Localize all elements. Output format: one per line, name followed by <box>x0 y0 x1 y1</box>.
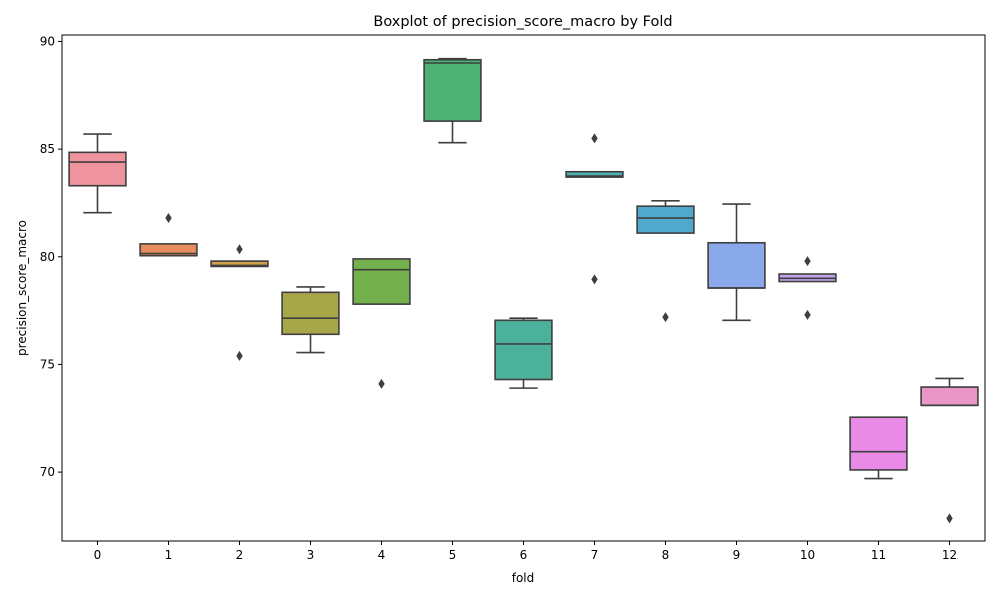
y-tick-label: 85 <box>40 142 55 156</box>
x-tick-label: 5 <box>449 548 457 562</box>
outlier-point <box>236 244 243 255</box>
box-fold-9 <box>707 203 766 322</box>
y-tick-label: 75 <box>40 357 55 371</box>
box-iqr <box>920 386 979 407</box>
box-fold-0 <box>68 133 127 214</box>
chart-title: Boxplot of precision_score_macro by Fold <box>373 14 672 30</box>
box-fold-7 <box>565 133 624 285</box>
x-tick-label: 8 <box>662 548 670 562</box>
box-fold-6 <box>494 317 553 389</box>
x-tick-label: 11 <box>871 548 886 562</box>
box-fold-4 <box>352 258 411 389</box>
box-iqr <box>849 416 908 471</box>
x-tick-label: 3 <box>307 548 315 562</box>
box-iqr <box>636 205 695 234</box>
box-fold-12 <box>920 377 979 524</box>
y-tick-label: 70 <box>40 465 55 479</box>
outlier-point <box>946 513 953 524</box>
x-tick-label: 10 <box>800 548 815 562</box>
box-iqr <box>210 260 269 268</box>
box-iqr <box>565 170 624 178</box>
outlier-point <box>165 213 172 224</box>
outlier-point <box>378 378 385 389</box>
x-axis: 0 1 2 3 4 5 6 7 8 9 10 11 12 <box>94 541 957 562</box>
outlier-point <box>804 256 811 267</box>
x-tick-label: 9 <box>733 548 741 562</box>
x-tick-label: 12 <box>942 548 957 562</box>
box-fold-10 <box>778 256 837 320</box>
x-tick-label: 1 <box>165 548 173 562</box>
box-fold-2 <box>210 244 269 361</box>
plot-frame <box>61 34 986 542</box>
box-iqr <box>707 241 766 289</box>
box-iqr <box>281 291 340 336</box>
x-tick-label: 0 <box>94 548 102 562</box>
x-tick-label: 2 <box>236 548 244 562</box>
box-fold-5 <box>423 57 482 144</box>
x-axis-label: fold <box>512 571 535 585</box>
box-fold-8 <box>636 199 695 323</box>
x-tick-label: 7 <box>591 548 599 562</box>
box-iqr <box>352 258 411 305</box>
outlier-point <box>591 133 598 144</box>
box-iqr <box>139 243 198 257</box>
outlier-point <box>236 350 243 361</box>
box-iqr <box>68 151 127 187</box>
y-tick-label: 90 <box>40 34 55 48</box>
y-axis-label: precision_score_macro <box>15 220 29 356</box>
y-tick-label: 80 <box>40 250 55 264</box>
outlier-point <box>662 312 669 323</box>
x-tick-label: 6 <box>520 548 528 562</box>
box-fold-3 <box>281 286 340 354</box>
box-fold-11 <box>849 416 908 480</box>
x-tick-label: 4 <box>378 548 386 562</box>
outlier-point <box>591 274 598 285</box>
outlier-point <box>804 309 811 320</box>
box-fold-1 <box>139 213 198 257</box>
box-iqr <box>423 58 482 122</box>
y-axis: 70 75 80 85 90 <box>40 34 62 479</box>
box-iqr <box>494 319 553 381</box>
boxes-group <box>68 57 979 524</box>
